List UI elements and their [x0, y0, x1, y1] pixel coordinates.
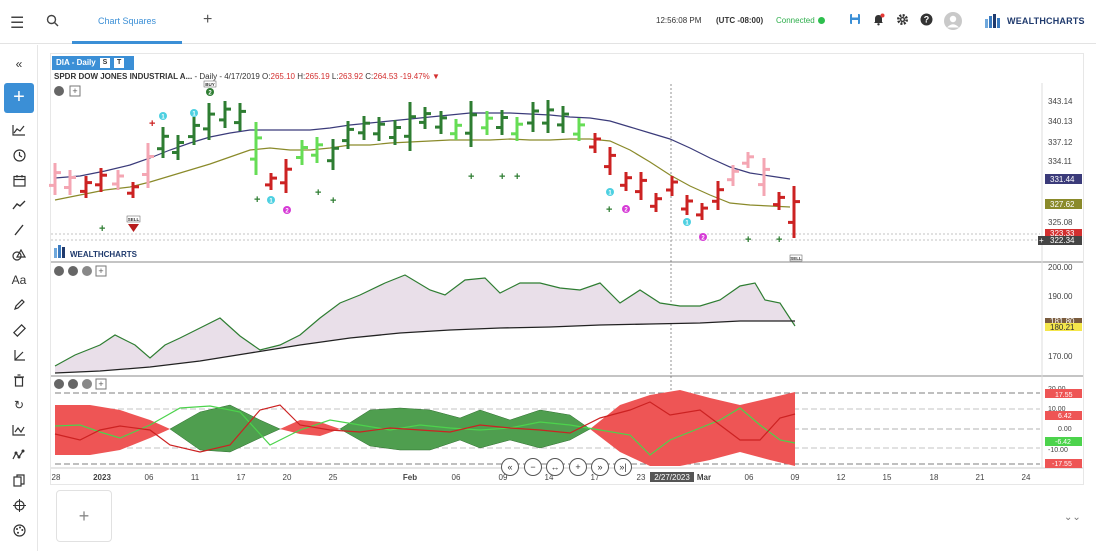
- drawing-toolbar: « + Aa ↻: [0, 45, 38, 551]
- ohlc-close-label: C:: [363, 72, 374, 81]
- ohlc-close: 264.53: [373, 72, 398, 81]
- add-tab-plus-icon[interactable]: +: [203, 11, 213, 28]
- line-chart-icon[interactable]: [0, 119, 38, 141]
- studies-button[interactable]: S: [99, 58, 110, 68]
- fit-button[interactable]: ↔: [546, 458, 564, 476]
- symbol-tab-label: DIA - Daily: [56, 58, 96, 67]
- save-icon[interactable]: [849, 13, 861, 28]
- wealthcharts-logo-mark: [985, 14, 1000, 28]
- connection-status: Connected: [776, 16, 815, 25]
- refresh-icon[interactable]: ↻: [13, 398, 25, 412]
- add-indicator-button[interactable]: +: [4, 83, 34, 113]
- ohlc-meta: - Daily - 4/17/2019 O:: [192, 72, 271, 81]
- symbol-tab[interactable]: DIA - Daily S T: [52, 56, 134, 70]
- line-tool-icon[interactable]: [0, 219, 38, 241]
- scroll-right-fast-button[interactable]: »: [591, 458, 609, 476]
- angle-tool-icon[interactable]: [0, 344, 38, 366]
- pencil-icon[interactable]: [0, 294, 38, 316]
- indicator-icon[interactable]: [0, 419, 38, 441]
- logo-text: WEALTHCHARTS: [1007, 16, 1085, 26]
- menu-icon[interactable]: ☰: [10, 15, 25, 32]
- connection-status-dot: [818, 17, 825, 24]
- zoom-out-button[interactable]: −: [524, 458, 542, 476]
- text-icon[interactable]: Aa: [11, 273, 27, 287]
- scroll-left-fast-button[interactable]: «: [501, 458, 519, 476]
- zoom-in-button[interactable]: +: [569, 458, 587, 476]
- svg-text:?: ?: [924, 15, 930, 25]
- ohlc-info-line: SPDR DOW JONES INDUSTRIAL A... - Daily -…: [54, 72, 440, 81]
- ohlc-open: 265.10: [270, 72, 295, 81]
- trend-icon[interactable]: [0, 194, 38, 216]
- ohlc-low-label: L:: [329, 72, 339, 81]
- avatar-icon[interactable]: [944, 12, 962, 30]
- help-icon[interactable]: ?: [920, 13, 933, 29]
- palette-icon[interactable]: [0, 519, 38, 541]
- search-icon[interactable]: [46, 14, 59, 32]
- wealthcharts-logo[interactable]: WEALTHCHARTS: [985, 14, 1085, 28]
- ohlc-high-label: H:: [294, 72, 306, 81]
- shapes-icon[interactable]: [0, 244, 38, 266]
- collapse-icon[interactable]: «: [15, 57, 23, 71]
- chart-panel[interactable]: [50, 53, 1084, 485]
- clock-time: 12:56:08 PM: [656, 16, 702, 25]
- trash-icon[interactable]: [0, 369, 38, 391]
- chevron-double-down-icon[interactable]: ⌄⌄: [1064, 512, 1081, 523]
- calendar-icon[interactable]: [0, 169, 38, 191]
- top-bar: ☰ Chart Squares + 12:56:08 PM (UTC -08:0…: [0, 0, 1096, 44]
- add-chart-tile[interactable]: +: [56, 490, 112, 542]
- scroll-to-end-button[interactable]: »|: [614, 458, 632, 476]
- crosshair-icon[interactable]: [0, 494, 38, 516]
- ruler-icon[interactable]: [0, 319, 38, 341]
- timezone-label[interactable]: (UTC -08:00): [716, 16, 764, 25]
- bell-icon[interactable]: [872, 13, 885, 29]
- pattern-icon[interactable]: [0, 444, 38, 466]
- ohlc-change: -19.47%: [399, 72, 430, 81]
- change-down-arrow-icon: ▼: [429, 72, 440, 81]
- instrument-title: SPDR DOW JONES INDUSTRIAL A...: [54, 72, 193, 81]
- ohlc-low: 263.92: [338, 72, 364, 81]
- copy-icon[interactable]: [0, 469, 38, 491]
- ohlc-high: 265.19: [305, 72, 330, 81]
- gear-icon[interactable]: [896, 13, 909, 29]
- clock-icon[interactable]: [0, 144, 38, 166]
- tab-chart-squares[interactable]: Chart Squares: [72, 0, 182, 44]
- templates-button[interactable]: T: [114, 58, 125, 68]
